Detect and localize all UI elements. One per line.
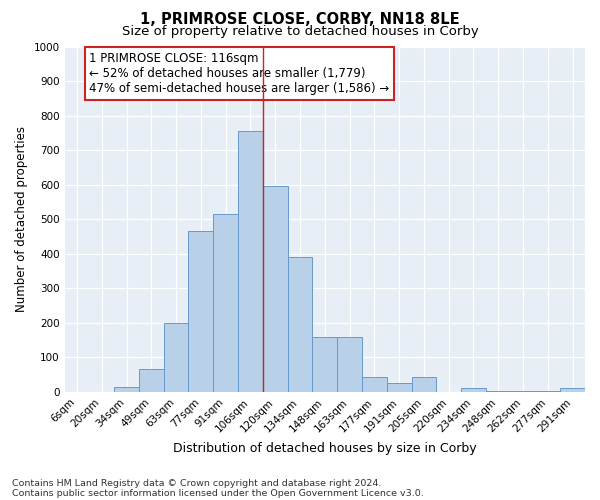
Bar [139, 370, 164, 392]
Bar [188, 232, 213, 392]
Bar [213, 214, 238, 392]
Bar [238, 131, 263, 392]
Bar [387, 382, 412, 392]
Text: 1 PRIMROSE CLOSE: 116sqm
← 52% of detached houses are smaller (1,779)
47% of sem: 1 PRIMROSE CLOSE: 116sqm ← 52% of detach… [89, 52, 389, 95]
Bar [337, 336, 362, 392]
Bar [263, 186, 287, 392]
Text: Contains public sector information licensed under the Open Government Licence v3: Contains public sector information licen… [12, 488, 424, 498]
Bar [362, 378, 387, 392]
X-axis label: Distribution of detached houses by size in Corby: Distribution of detached houses by size … [173, 442, 476, 455]
Bar [412, 378, 436, 392]
Bar [114, 387, 139, 392]
Text: Size of property relative to detached houses in Corby: Size of property relative to detached ho… [122, 25, 478, 38]
Text: 1, PRIMROSE CLOSE, CORBY, NN18 8LE: 1, PRIMROSE CLOSE, CORBY, NN18 8LE [140, 12, 460, 28]
Bar [313, 336, 337, 392]
Y-axis label: Number of detached properties: Number of detached properties [15, 126, 28, 312]
Bar [461, 388, 486, 392]
Bar [560, 388, 585, 392]
Text: Contains HM Land Registry data © Crown copyright and database right 2024.: Contains HM Land Registry data © Crown c… [12, 478, 382, 488]
Bar [287, 257, 313, 392]
Bar [164, 323, 188, 392]
